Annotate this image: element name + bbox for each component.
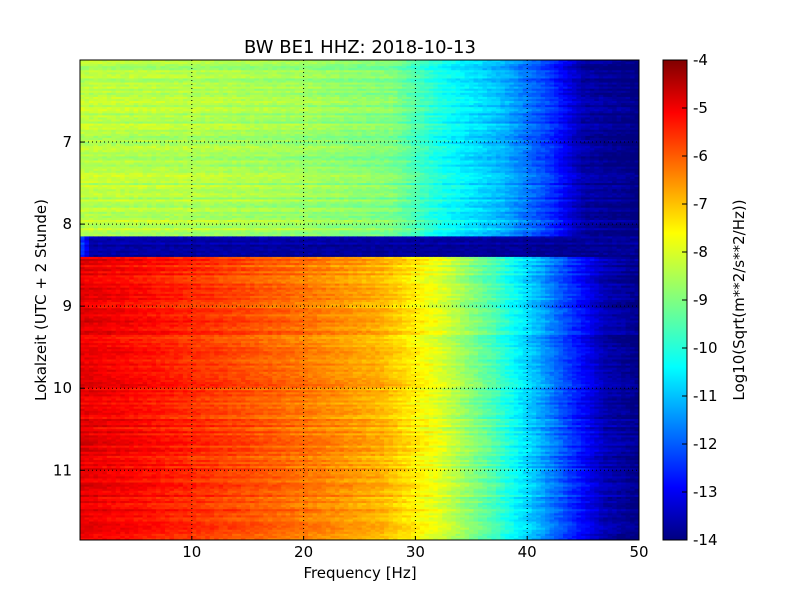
- plot-area: [80, 60, 640, 541]
- heatmap-cells: [80, 60, 640, 541]
- chart-title: BW BE1 HHZ: 2018-10-13: [244, 37, 476, 58]
